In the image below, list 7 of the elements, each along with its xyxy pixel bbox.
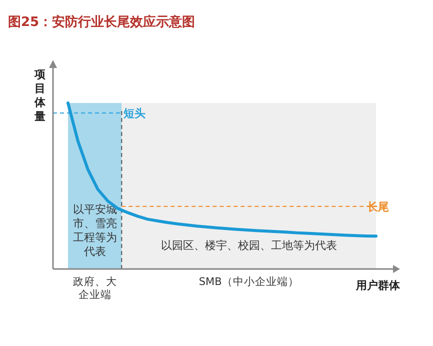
text: 政府、大企业端 — [72, 275, 117, 301]
y-axis-title: 项目体量 — [34, 68, 46, 123]
chart-title: 图25：安防行业长尾效应示意图 — [8, 14, 196, 30]
annotation: 以园区、楼宇、校园、工地等为代表 — [160, 239, 337, 252]
ref-line-label: 短头 — [122, 106, 146, 120]
x-axis-title: 用户群体 — [355, 279, 401, 292]
text: SMB（中小企业端） — [198, 275, 299, 288]
